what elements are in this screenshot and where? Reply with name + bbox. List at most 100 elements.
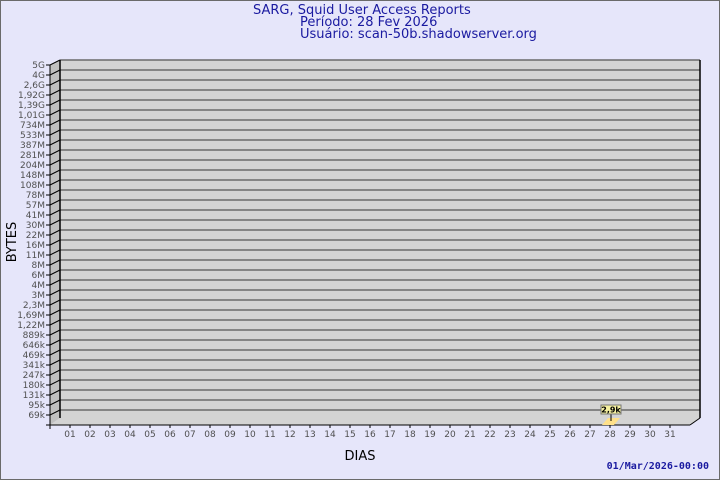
y-tick-label: 16M: [26, 241, 45, 251]
data-label-box: [600, 404, 622, 415]
grid-side-line: [49, 59, 61, 66]
grid-side-line: [49, 259, 61, 266]
grid-side-line: [49, 199, 61, 206]
grid-side-line: [49, 149, 61, 156]
grid-side-line: [49, 69, 61, 76]
grid-side-line: [49, 279, 61, 286]
y-tick-label: 69k: [28, 411, 45, 421]
x-tick-label: 22: [484, 430, 495, 440]
x-tick-label: 13: [304, 430, 315, 440]
grid-side-line: [49, 169, 61, 176]
data-label: 2,9k: [601, 406, 621, 415]
grid-side-line: [49, 329, 61, 336]
y-tick-label: 95k: [28, 401, 45, 411]
y-tick-label: 11M: [26, 251, 45, 261]
x-tick-label: 01: [64, 430, 75, 440]
grid-side-line: [49, 319, 61, 326]
y-tick-label: 4M: [32, 281, 46, 291]
y-tick-label: 387M: [20, 141, 45, 151]
y-tick-label: 734M: [20, 121, 45, 131]
floor-right-edge: [689, 417, 701, 426]
user-label: Usuário: scan-50b.shadowserver.org: [300, 27, 537, 42]
y-tick-label: 30M: [26, 221, 45, 231]
y-tick-label: 3M: [32, 291, 46, 301]
x-tick-label: 15: [344, 430, 355, 440]
y-tick-label: 646k: [23, 341, 46, 351]
x-tick-label: 25: [544, 430, 555, 440]
y-tick-label: 57M: [26, 201, 45, 211]
y-axis-label: BYTES: [5, 222, 20, 263]
y-tick-label: 247k: [23, 371, 46, 381]
y-tick-label: 4G: [32, 71, 45, 81]
x-tick-label: 11: [264, 430, 275, 440]
grid-side-line: [49, 89, 61, 96]
y-tick-label: 1,22M: [17, 321, 45, 331]
grid-side-line: [49, 269, 61, 276]
x-tick-label: 31: [664, 430, 675, 440]
grid-side-line: [49, 209, 61, 216]
x-tick-label: 16: [364, 430, 376, 440]
x-axis-label: DIAS: [345, 449, 376, 464]
grid-side-line: [49, 229, 61, 236]
x-tick-label: 04: [124, 430, 136, 440]
x-tick-label: 26: [564, 430, 576, 440]
y-tick-label: 469k: [23, 351, 46, 361]
grid-side-line: [49, 379, 61, 386]
y-tick-label: 1,01G: [18, 111, 45, 121]
grid-side-line: [49, 79, 61, 86]
y-tick-label: 180k: [23, 381, 46, 391]
x-tick-label: 19: [424, 430, 436, 440]
y-tick-label: 1,69M: [17, 311, 45, 321]
x-tick-label: 07: [184, 430, 195, 440]
x-tick-label: 03: [104, 430, 115, 440]
x-tick-label: 06: [164, 430, 176, 440]
y-tick-label: 6M: [32, 271, 46, 281]
x-tick-label: 29: [624, 430, 636, 440]
y-tick-label: 108M: [20, 181, 45, 191]
y-tick-label: 533M: [20, 131, 45, 141]
y-tick-label: 2,3M: [23, 301, 45, 311]
grid-side-line: [49, 299, 61, 306]
grid-side-line: [49, 179, 61, 186]
generated-timestamp: 01/Mar/2026-00:00: [606, 461, 709, 472]
floor: [50, 418, 700, 425]
grid-side-line: [49, 399, 61, 406]
y-tick-label: 8M: [32, 261, 46, 271]
y-tick-label: 131k: [23, 391, 46, 401]
grid-side-line: [49, 389, 61, 396]
x-tick-label: 14: [324, 430, 336, 440]
y-tick-label: 78M: [26, 191, 45, 201]
grid-side-line: [49, 239, 61, 246]
grid-side-line: [49, 369, 61, 376]
x-tick-label: 23: [504, 430, 515, 440]
x-tick-label: 12: [284, 430, 295, 440]
x-tick-label: 27: [584, 430, 595, 440]
x-tick-label: 10: [244, 430, 256, 440]
grid-side-line: [49, 249, 61, 256]
grid-side-line: [49, 139, 61, 146]
chart-title: SARG, Squid User Access Reports: [253, 3, 471, 18]
x-tick-label: 20: [444, 430, 456, 440]
y-tick-label: 1,39G: [18, 101, 45, 111]
x-tick-label: 24: [524, 430, 536, 440]
grid-side-line: [49, 219, 61, 226]
grid-side-line: [49, 339, 61, 346]
y-tick-label: 2,6G: [24, 81, 45, 91]
grid-side-line: [49, 99, 61, 106]
period-label: Período: 28 Fev 2026: [300, 15, 438, 30]
y-tick-label: 204M: [20, 161, 45, 171]
x-tick-label: 30: [644, 430, 656, 440]
data-bar: [602, 418, 620, 425]
grid-side-line: [49, 359, 61, 366]
grid-side-line: [49, 289, 61, 296]
y-tick-label: 341k: [23, 361, 46, 371]
grid-side-line: [49, 309, 61, 316]
y-tick-label: 1,92G: [18, 91, 45, 101]
x-tick-label: 09: [224, 430, 236, 440]
x-tick-label: 17: [384, 430, 395, 440]
grid-side-line: [49, 409, 61, 416]
x-tick-label: 28: [604, 430, 616, 440]
back-wall: [60, 60, 700, 418]
y-tick-label: 5G: [32, 61, 45, 71]
